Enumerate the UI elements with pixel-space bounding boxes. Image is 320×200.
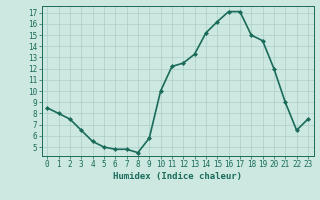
- X-axis label: Humidex (Indice chaleur): Humidex (Indice chaleur): [113, 172, 242, 181]
